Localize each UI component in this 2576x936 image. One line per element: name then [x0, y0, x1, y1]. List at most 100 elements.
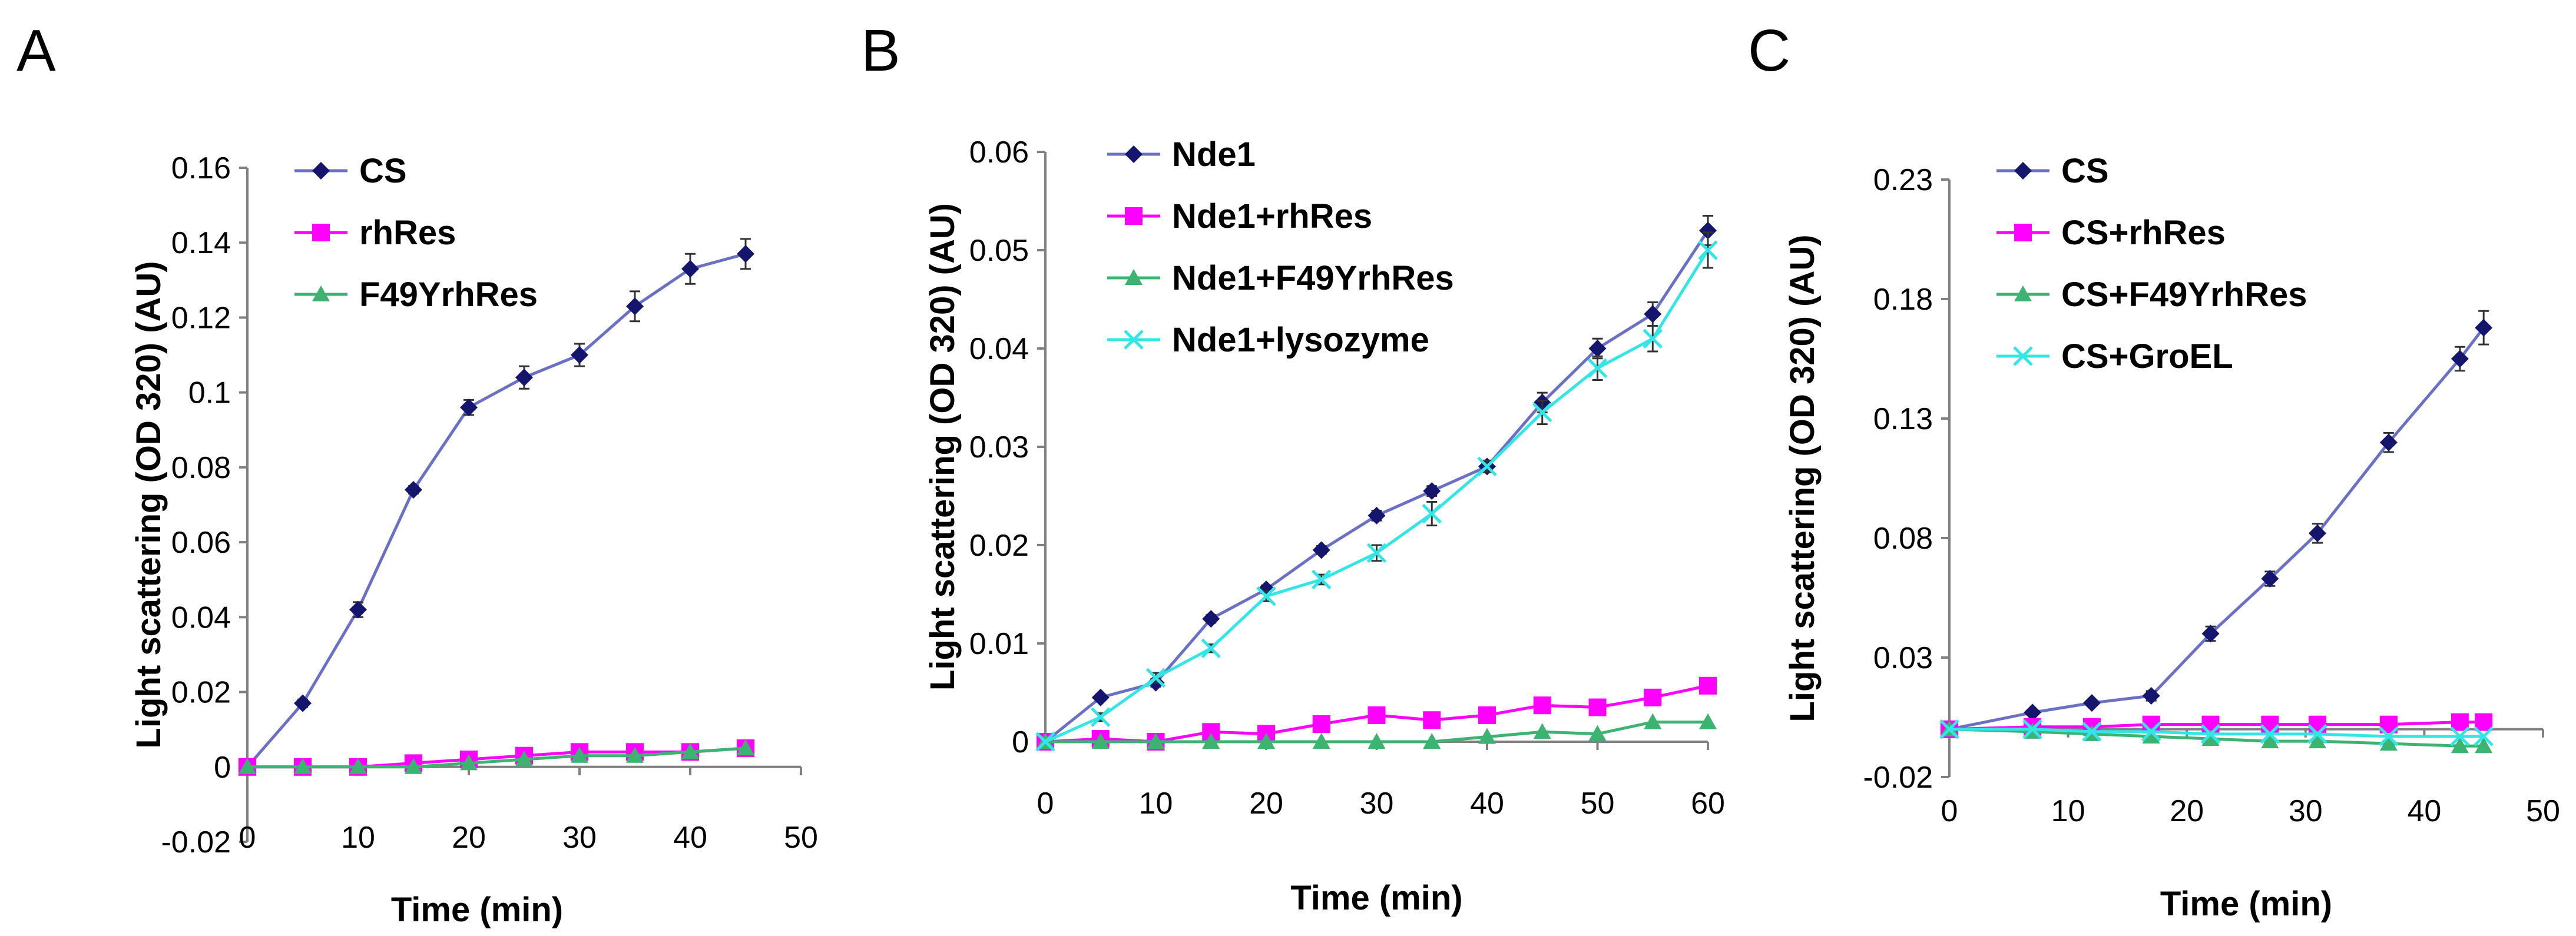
panel-b-data-point [1533, 723, 1551, 739]
panel-c-data-point [2379, 726, 2399, 746]
panel-a-data-point [571, 746, 588, 763]
panel-a-legend-label: rhRes [359, 214, 456, 252]
panel-c-data-point [1939, 719, 1959, 739]
panel-a-y-tick-label: 0.06 [171, 526, 231, 560]
panel-b-data-point [1423, 711, 1441, 729]
panel-a-data-point [349, 600, 367, 619]
panel-a-series-line [247, 746, 746, 769]
panel-a-y-tick-label: 0.1 [188, 376, 231, 410]
panel-c-data-point [2379, 735, 2398, 751]
panel-a-series-1 [239, 739, 754, 776]
panel-c-data-point [2024, 703, 2042, 722]
panel-b-legend-marker [1124, 330, 1144, 350]
panel-c-legend-marker [2014, 162, 2032, 180]
panel-c-data-point [2475, 737, 2493, 754]
panel-c-y-tick-label: 0.13 [1873, 402, 1933, 436]
panel-b-data-point [1532, 402, 1552, 423]
panel-a-data-point [626, 746, 644, 763]
panel-c-data-point [2450, 726, 2470, 746]
panel-b-data-point [1201, 638, 1221, 659]
panel-a-data-point [737, 245, 754, 263]
panel-a-data-point [239, 758, 256, 774]
panel-a-y-tick-label: 0.08 [171, 451, 231, 485]
panel-a-legend-label: CS [359, 152, 407, 190]
panel-c-legend-label: CS+GroEL [2061, 337, 2233, 376]
panel-b-data-point [1368, 733, 1386, 749]
panel-c-legend-label: CS+rhRes [2061, 214, 2226, 252]
panel-c-data-point [2201, 625, 2220, 643]
panel-b-series-line [1044, 230, 1710, 743]
panel-b-data-point [1423, 482, 1441, 500]
panel-a-data-point [349, 758, 367, 774]
panel-c-y-tick-label: 0.23 [1873, 163, 1933, 197]
panel-b-x-tick-label: 0 [1037, 786, 1054, 821]
panel-c-series-line [1949, 728, 2484, 738]
panel-a-series-0 [239, 238, 754, 776]
panel-b-x-tick-label: 50 [1581, 786, 1615, 821]
panel-c-x-tick-label: 10 [2051, 794, 2085, 828]
panel-b-data-point [1368, 506, 1386, 525]
panel-c-data-point [2261, 715, 2279, 733]
panel-a-legend-marker [312, 224, 330, 241]
panel-b-legend-marker [1125, 145, 1143, 163]
panel-a-y-tick-label: 0.14 [171, 226, 231, 260]
panel-b-data-point [1256, 586, 1276, 606]
panel-a-x-tick-label: 20 [452, 821, 486, 855]
panel-c-legend-label: CS+F49YrhRes [2061, 276, 2307, 314]
panel-b-y-tick-label: 0.03 [969, 430, 1029, 464]
panel-c-data-point [2142, 727, 2160, 744]
panel-c-x-tick-label: 30 [2289, 794, 2323, 828]
panel-c-letter: C [1748, 18, 1790, 84]
panel-b-y-tick-label: 0.04 [969, 332, 1029, 366]
panel-c-data-point [2474, 726, 2494, 746]
panel-a-data-point [460, 399, 478, 417]
panel-b-legend-label: Nde1 [1172, 135, 1256, 174]
panel-a-data-point [515, 369, 533, 387]
panel-c-data-point [2475, 713, 2493, 731]
panel-b-y-tick-label: 0.05 [969, 234, 1029, 268]
panel-b-data-point [1477, 456, 1497, 477]
panel-c-legend-marker [2013, 346, 2033, 366]
panel-c-x-tick-label: 40 [2407, 794, 2441, 828]
panel-a-data-point [737, 739, 754, 755]
panel-a-data-point [626, 297, 644, 316]
panel-a-data-point [294, 694, 312, 712]
panel-c-data-point [2451, 737, 2469, 754]
panel-b-data-point [1202, 733, 1220, 749]
panel-b-data-point [1145, 668, 1166, 688]
panel-b-x-tick-label: 40 [1470, 786, 1504, 821]
panel-a-y-axis-title: Light scattering (OD 320) (AU) [130, 261, 168, 748]
panel-b-y-tick-label: 0.06 [969, 135, 1029, 170]
panel-b-data-point [1312, 733, 1330, 749]
panel-b-x-tick-label: 30 [1360, 786, 1394, 821]
panel-b-data-point [1423, 733, 1441, 749]
panel-b-legend-label: Nde1+F49YrhRes [1172, 259, 1454, 297]
panel-b-legend-marker [1125, 269, 1143, 285]
panel-c-data-point [2261, 570, 2279, 588]
panel-c-data-point [2379, 433, 2398, 452]
panel-a-data-point [515, 751, 533, 767]
panel-c-series-3 [1939, 719, 2494, 746]
panel-b-legend-marker [1125, 207, 1143, 225]
panel-b-data-point [1035, 732, 1055, 752]
panel-b-data-point [1699, 713, 1717, 729]
panel-b-data-point [1312, 715, 1330, 733]
panel-b-data-point [1699, 676, 1717, 695]
panel-b-x-tick-label: 10 [1139, 786, 1173, 821]
panel-c-y-tick-label: 0.18 [1873, 283, 1933, 317]
panel-b-data-point [1699, 221, 1717, 240]
panel-b-data-point [1588, 698, 1607, 716]
panel-a-x-tick-label: 0 [239, 821, 256, 855]
panel-c-legend-marker [2014, 224, 2032, 241]
panel-c-data-point [2260, 724, 2280, 744]
panel-a-y-tick-label: 0.02 [171, 676, 231, 710]
panel-a-x-axis-title: Time (min) [391, 891, 563, 929]
panel-b-data-point [1090, 707, 1111, 728]
panel-c-data-point [2451, 350, 2469, 368]
panel-b-data-point [1311, 569, 1332, 590]
panel-c-series-line [1949, 728, 2484, 748]
panel-a-x-tick-label: 40 [673, 821, 707, 855]
panel-c-data-point [2451, 713, 2469, 731]
panel-b-data-point [1312, 541, 1330, 559]
